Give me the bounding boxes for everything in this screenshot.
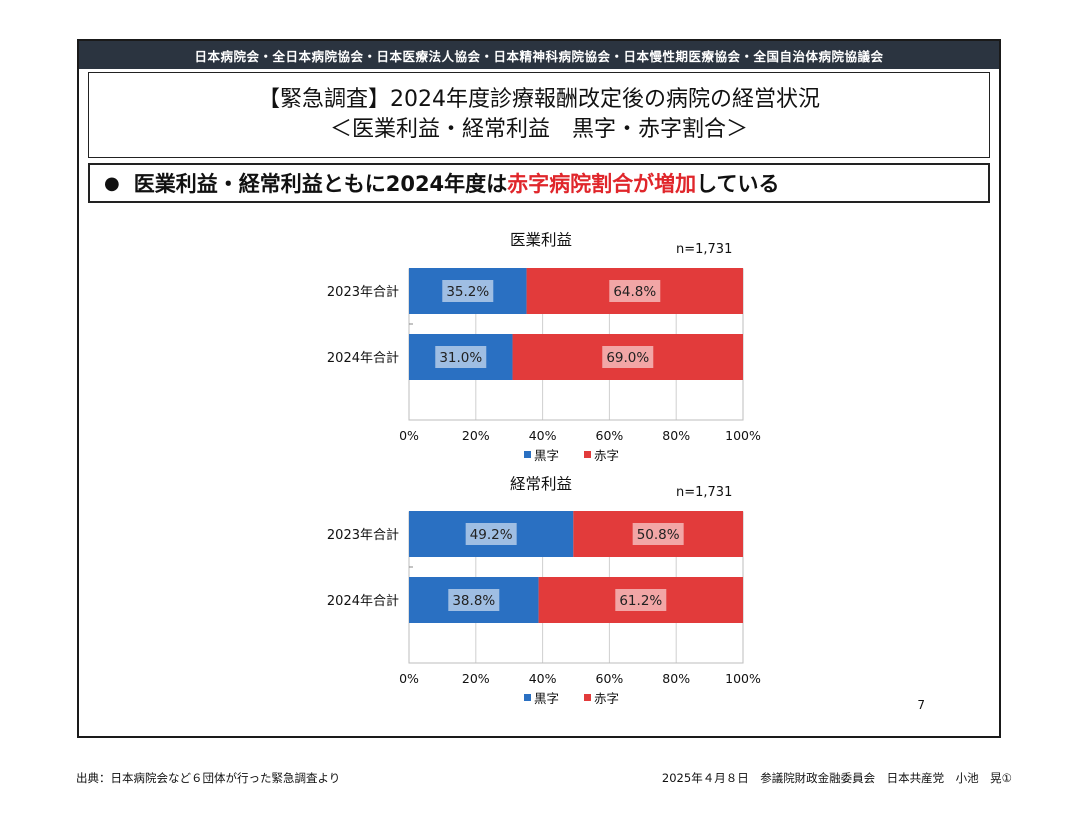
data-label-bg: [602, 346, 654, 368]
legend-label: 赤字: [594, 691, 619, 706]
title-box: 【緊急調査】2024年度診療報酬改定後の病院の経営状況 ＜医業利益・経常利益 黒…: [88, 72, 990, 158]
data-label: 49.2%: [470, 527, 513, 543]
data-label-bg: [615, 589, 667, 611]
data-label: 38.8%: [452, 593, 495, 609]
chart-n-label: n=1,731: [676, 485, 733, 500]
data-label-bg: [435, 346, 487, 368]
headline-highlight: 赤字病院割合が増加: [507, 172, 697, 196]
x-tick-label: 80%: [662, 671, 690, 686]
data-label-bg: [448, 589, 500, 611]
chart-plot: 2023年合計 49.2% 50.8% 2024年合計 38.8% 61.2% 0% 20% 4…: [327, 511, 761, 706]
category-label: 2024年合計: [327, 593, 399, 609]
data-label: 64.8%: [613, 284, 656, 300]
headline-text-end: している: [696, 172, 780, 196]
category-label: 2023年合計: [327, 527, 399, 543]
data-label-bg: [465, 523, 517, 545]
x-tick-label: 60%: [596, 428, 624, 443]
slide: 日本病院会・全日本病院協会・日本医療法人協会・日本精神科病院協会・日本慢性期医療…: [77, 39, 1001, 738]
x-tick-label: 0%: [399, 671, 419, 686]
organizations-banner: 日本病院会・全日本病院協会・日本医療法人協会・日本精神科病院協会・日本慢性期医療…: [79, 41, 999, 69]
page-number: 7: [917, 698, 925, 712]
data-label: 35.2%: [446, 284, 489, 300]
data-label-bg: [632, 523, 684, 545]
chart-operating-profit: 医業利益 n=1,731 2023年合計 35.2% 64.8% 2024年合計 31.…: [79, 224, 1003, 464]
legend-label: 赤字: [594, 448, 619, 463]
chart-n-label: n=1,731: [676, 242, 733, 257]
bullet-icon: ●: [104, 172, 120, 194]
legend-swatch: [584, 694, 591, 701]
x-tick-label: 80%: [662, 428, 690, 443]
x-tick-label: 20%: [462, 428, 490, 443]
x-tick-label: 0%: [399, 428, 419, 443]
x-tick-label: 60%: [596, 671, 624, 686]
data-label: 69.0%: [606, 350, 649, 366]
legend-label: 黒字: [534, 691, 559, 706]
footer-meeting: 2025年４月８日 参議院財政金融委員会 日本共産党 小池 晃①: [661, 771, 1012, 785]
x-tick-label: 40%: [529, 428, 557, 443]
data-label: 31.0%: [439, 350, 482, 366]
x-tick-label: 100%: [725, 671, 761, 686]
chart-plot: 2023年合計 35.2% 64.8% 2024年合計 31.0% 69.0% 0% 20% 4…: [327, 268, 761, 463]
chart-title: 経常利益: [509, 475, 572, 493]
category-label: 2024年合計: [327, 350, 399, 366]
data-label: 61.2%: [619, 593, 662, 609]
chart-title: 医業利益: [509, 231, 572, 249]
data-label-bg: [609, 280, 661, 302]
headline-box: ● 医業利益・経常利益ともに2024年度は 赤字病院割合が増加 している: [88, 163, 990, 203]
x-tick-label: 40%: [529, 671, 557, 686]
legend-label: 黒字: [534, 448, 559, 463]
category-label: 2023年合計: [327, 284, 399, 300]
slide-subtitle: ＜医業利益・経常利益 黒字・赤字割合＞: [329, 117, 748, 142]
legend-swatch: [524, 694, 531, 701]
data-label-bg: [442, 280, 494, 302]
data-label: 50.8%: [637, 527, 680, 543]
legend-swatch: [584, 451, 591, 458]
x-tick-label: 100%: [725, 428, 761, 443]
chart-ordinary-profit: 経常利益 n=1,731 2023年合計 49.2% 50.8% 2024年合計 38.…: [79, 467, 1003, 707]
x-tick-label: 20%: [462, 671, 490, 686]
headline-text: 医業利益・経常利益ともに2024年度は: [133, 172, 508, 196]
slide-title: 【緊急調査】2024年度診療報酬改定後の病院の経営状況: [258, 87, 820, 112]
legend-swatch: [524, 451, 531, 458]
footer-source: 出典：日本病院会など６団体が行った緊急調査より: [76, 771, 341, 785]
